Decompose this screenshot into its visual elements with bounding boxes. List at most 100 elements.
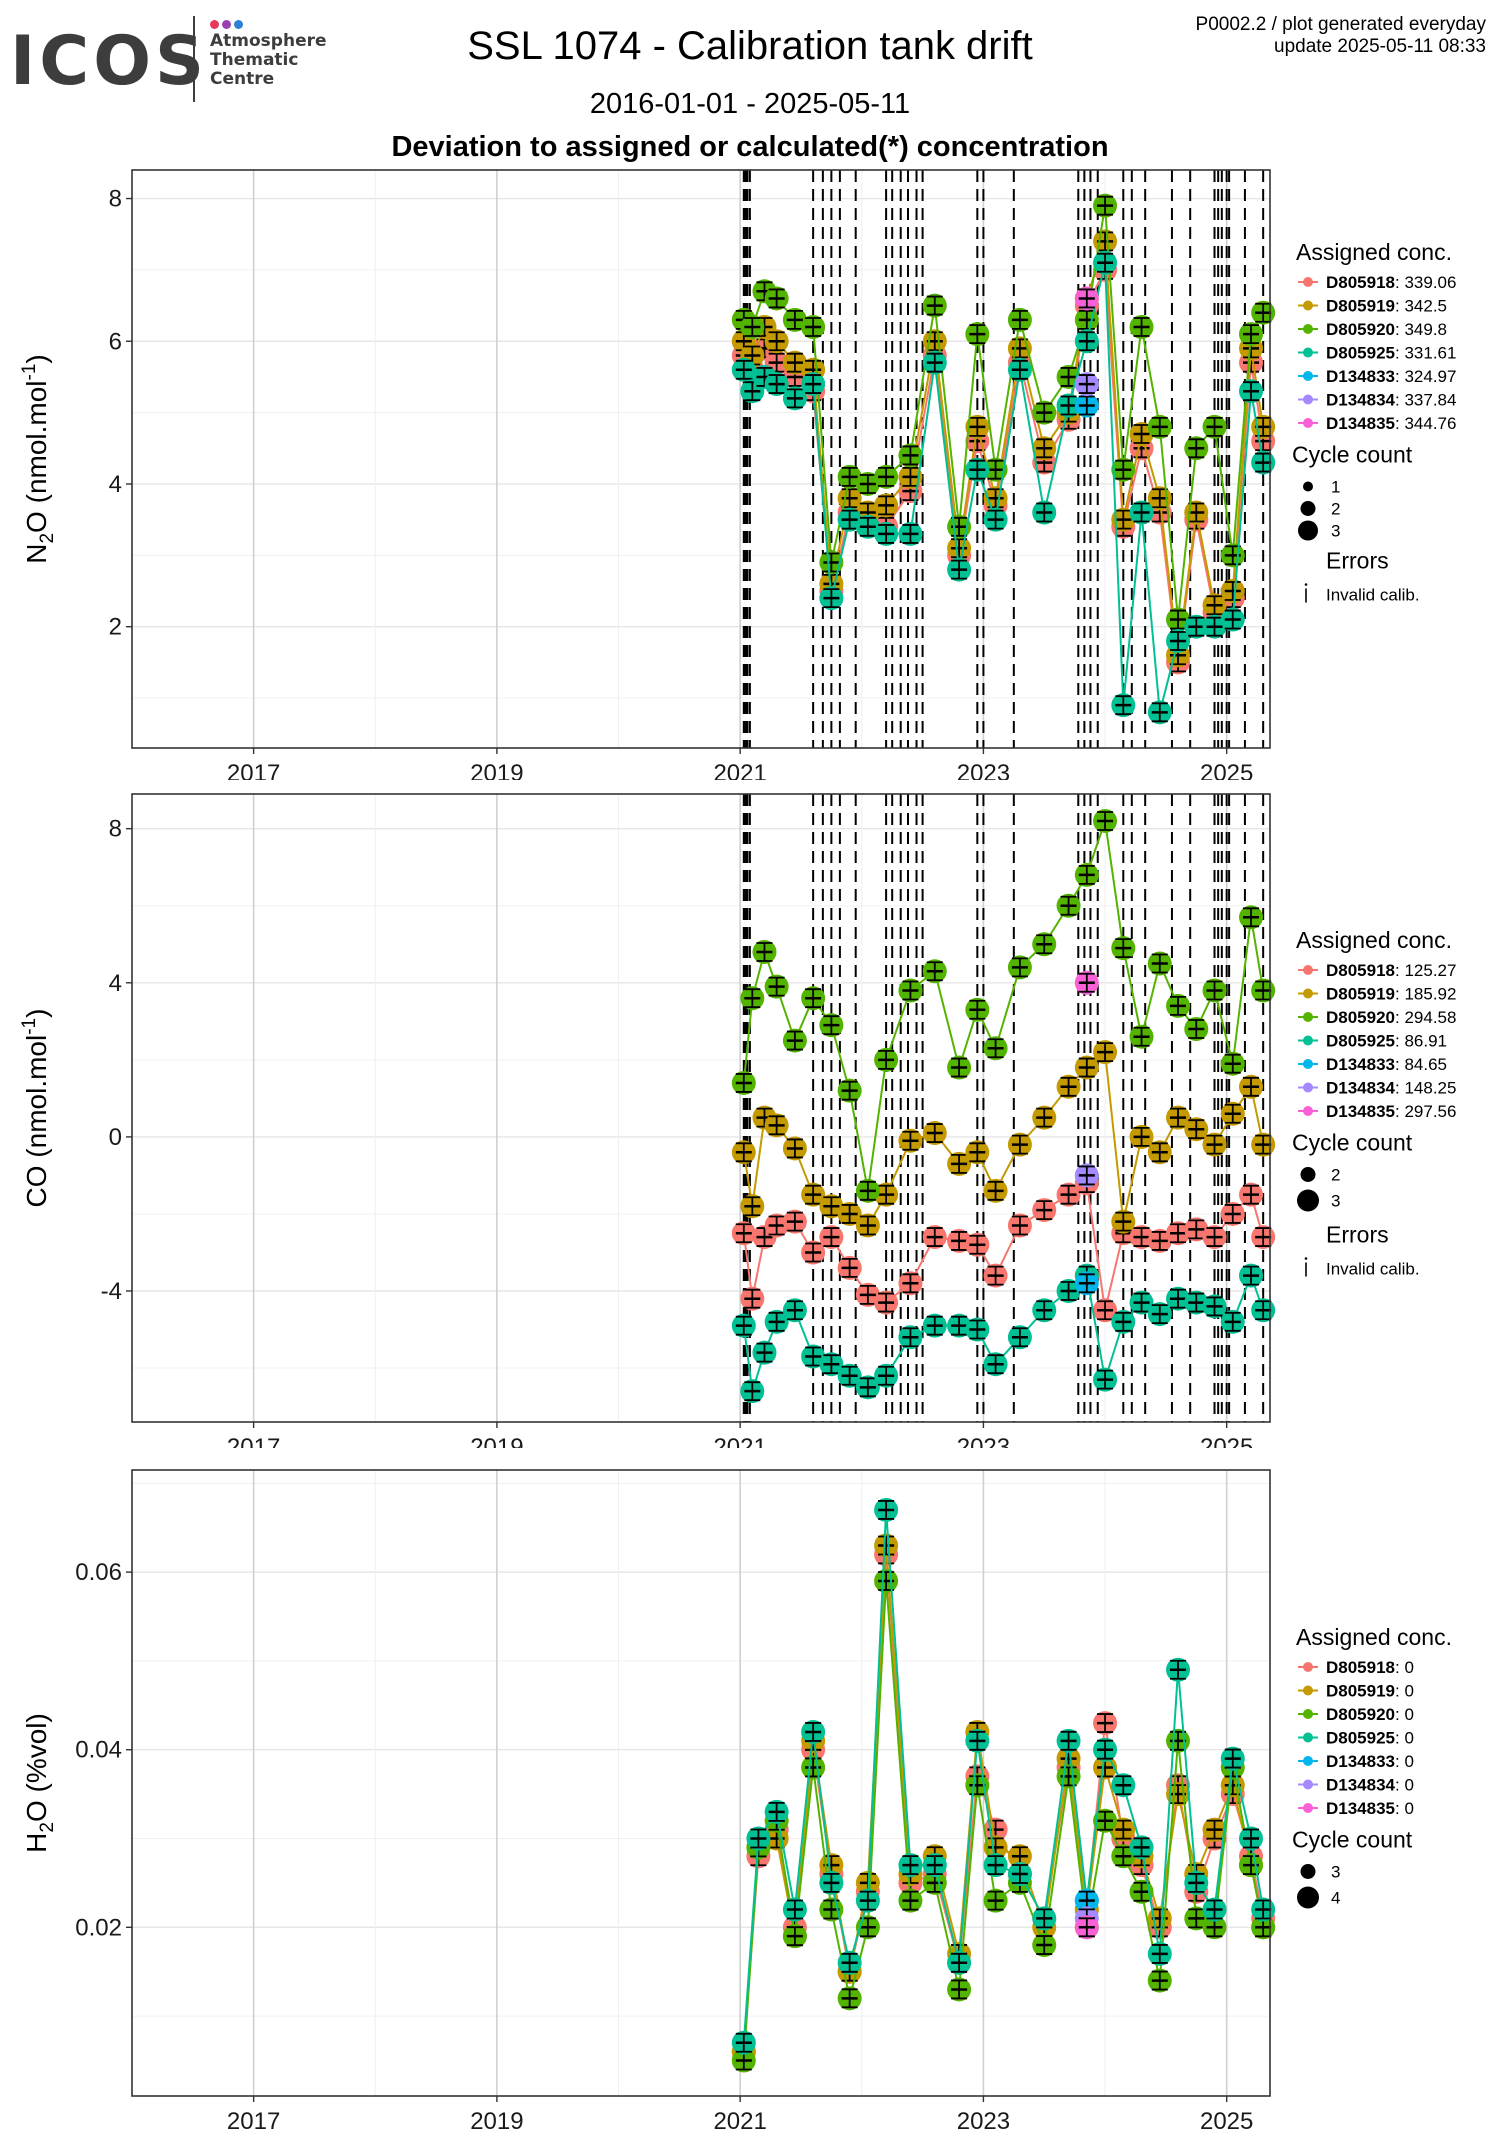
y-tick-label: 0.02: [75, 1914, 122, 1941]
x-tick-label: 2025: [1200, 760, 1253, 780]
legend-tank-value: : 0: [1395, 1799, 1414, 1818]
legend-tank-value: : 337.84: [1395, 391, 1456, 410]
legend-cycle-label: 2: [1331, 1166, 1340, 1185]
co-panel: -4 0 4 8 2017 2019 2021 2023 2025 CO (nmol.mol-1​…: [19, 793, 1456, 1448]
legend-item-D134834: D134834: 0: [1326, 1776, 1414, 1795]
x-tick-label: 2019: [470, 2108, 523, 2135]
x-tick-label: 2023: [957, 2108, 1010, 2135]
legend-key-dot: [1303, 371, 1313, 381]
legend-cycle-dot: [1298, 520, 1318, 541]
legend-cycle-label: 3: [1331, 1863, 1340, 1882]
logo-dots: [210, 16, 246, 34]
legend-item-D134835: D134835: 344.76: [1326, 414, 1456, 433]
legend-item-D805919: D805919: 0: [1326, 1682, 1414, 1701]
legend-tank-value: : 294.58: [1395, 1008, 1456, 1027]
legend-item-D805920: D805920: 294.58: [1326, 1008, 1456, 1027]
legend-tank-value: : 0: [1395, 1658, 1414, 1677]
n2o-panel: 2 4 6 8 2017 2019 2021 2023 2025 N2​O (nmol.mol-1…: [19, 169, 1456, 780]
x-tick-label: 2017: [227, 760, 280, 780]
legend-item-D134834: D134834: 337.84: [1326, 391, 1456, 410]
legend-title-errors: Errors: [1326, 548, 1389, 574]
logo-subtext: Atmosphere Thematic Centre: [210, 32, 327, 89]
y-axis-label-part: N: [21, 544, 52, 564]
legend-errors-label: Invalid calib.: [1326, 586, 1420, 605]
legend-key-dot: [1303, 418, 1313, 428]
legend-tank-value: : 84.65: [1395, 1055, 1447, 1074]
legend-item-D805919: D805919: 342.5: [1326, 297, 1447, 316]
legend-item-D805925: D805925: 86.91: [1326, 1032, 1447, 1051]
legend-tank-value: : 0: [1395, 1729, 1414, 1748]
legend-tank-id: D805920: [1326, 320, 1395, 339]
legend-title-cycle: Cycle count: [1292, 442, 1413, 468]
y-axis-label: H2​O (%vol): [21, 1713, 58, 1853]
y-axis-label-part: 2: [37, 1822, 58, 1833]
legend-item-D805920: D805920: 349.8: [1326, 320, 1447, 339]
x-tick-label: 2021: [713, 1434, 766, 1448]
plot-title: Deviation to assigned or calculated(*) c…: [391, 131, 1109, 163]
x-tick-label: 2023: [957, 760, 1010, 780]
legend-key-dot: [1303, 1803, 1313, 1813]
series-line-D805925: [742, 1509, 1265, 2043]
legend-tank-value: : 125.27: [1395, 961, 1456, 980]
legend-tank-id: D805919: [1326, 985, 1395, 1004]
x-tick-label: 2023: [957, 1434, 1010, 1448]
y-tick-label: 2: [109, 614, 122, 641]
series-line-D805920: [742, 1580, 1265, 2061]
legend-tank-value: : 0: [1395, 1776, 1414, 1795]
legend-cycle-label: 3: [1331, 522, 1340, 541]
y-tick-label: 8: [109, 816, 122, 843]
y-axis-label-part: O (nmol.mol: [21, 380, 52, 532]
legend-tank-value: : 0: [1395, 1705, 1414, 1724]
legend-key-dot: [1303, 347, 1313, 358]
legend-error-glyph-dot: [1304, 583, 1308, 586]
legend-tank-id: D805925: [1326, 1729, 1395, 1748]
legend-tank-id: D134835: [1326, 1799, 1395, 1818]
legend-cycle-dot: [1300, 1167, 1316, 1182]
plot-background: [132, 170, 1270, 748]
legend-key-dot: [1303, 394, 1313, 405]
legend-tank-id: D805919: [1326, 297, 1395, 316]
y-tick-label: 4: [109, 970, 122, 997]
legend-tank-id: D134833: [1326, 1752, 1395, 1771]
date-range: 2016-01-01 - 2025-05-11: [589, 88, 911, 120]
x-tick-label: 2019: [470, 760, 523, 780]
note-line-2: update 2025-05-11 08:33: [1274, 36, 1486, 57]
page-title: SSL 1074 - Calibration tank drift: [467, 24, 1033, 68]
legend-key-dot: [1303, 1082, 1313, 1093]
legend-tank-id: D134834: [1326, 1776, 1396, 1795]
legend-cycle-label: 2: [1331, 500, 1340, 519]
icos-logo: ICOS Atmosphere Thematic Centre: [10, 14, 340, 104]
legend-tank-value: : 344.76: [1395, 414, 1456, 433]
legend-key-dot: [1303, 1662, 1313, 1672]
legend-item-D134833: D134833: 84.65: [1326, 1055, 1447, 1074]
legend-tank-value: : 297.56: [1395, 1102, 1456, 1121]
legend-item-D805918: D805918: 339.06: [1326, 273, 1456, 292]
panel-border: [131, 1469, 1271, 2097]
panel-border: [131, 793, 1271, 1423]
legend-cycle-label: 4: [1331, 1889, 1340, 1908]
legend-tank-id: D134835: [1326, 414, 1395, 433]
y-axis-label-part: CO (nmol.mol: [21, 1035, 52, 1208]
y-tick-label: 0.06: [75, 1559, 122, 1586]
legend-item-D134833: D134833: 0: [1326, 1752, 1414, 1771]
logo-sub-1: Atmosphere: [210, 31, 327, 51]
legend-tank-value: : 185.92: [1395, 985, 1456, 1004]
y-axis-label: N2​O (nmol.mol-1​): [19, 354, 58, 564]
legend-key-dot: [1303, 1756, 1313, 1766]
legend-tank-value: : 148.25: [1395, 1079, 1456, 1098]
y-tick-label: 0.04: [75, 1737, 122, 1764]
legend-cycle-dot: [1300, 1864, 1316, 1879]
legend-tank-id: D134834: [1326, 1079, 1396, 1098]
y-axis-label-part: O (%vol): [21, 1713, 52, 1822]
legend-tank-id: D134833: [1326, 367, 1395, 386]
legend-title-assigned: Assigned conc.: [1296, 927, 1452, 953]
plot-background: [132, 1470, 1270, 2096]
legend-key-dot: [1303, 1059, 1313, 1069]
y-tick-label: 4: [109, 471, 122, 498]
legend-cycle-dot: [1297, 1886, 1319, 1909]
legend-item-D134834: D134834: 148.25: [1326, 1079, 1456, 1098]
logo-sub-2: Thematic: [210, 50, 299, 70]
legend-tank-id: D134834: [1326, 391, 1396, 410]
legend-key-dot: [1303, 277, 1313, 287]
legend-key-dot: [1303, 324, 1313, 334]
